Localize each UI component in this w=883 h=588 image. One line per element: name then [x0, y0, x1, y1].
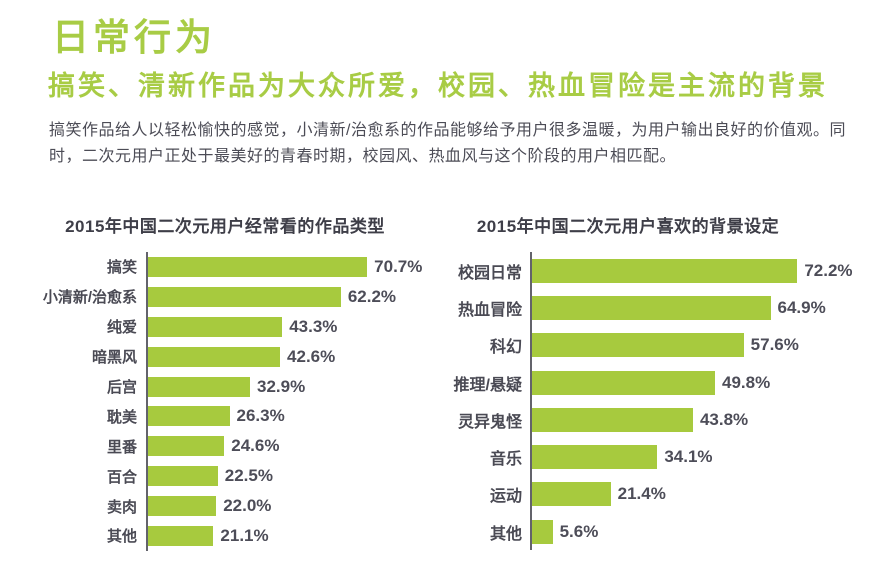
category-label: 暗黑风: [91, 349, 137, 367]
bar: [532, 258, 798, 283]
category-label: 音乐: [489, 451, 522, 469]
value-label: 43.8%: [699, 409, 749, 429]
bar-track: 57.6%: [530, 326, 826, 364]
category-label: 其他: [489, 525, 522, 543]
category-label: 耽美: [106, 408, 137, 426]
bar: [532, 482, 611, 507]
category-label: 灵异鬼怪: [457, 413, 522, 431]
bar: [148, 316, 283, 337]
value-label: 34.1%: [664, 447, 713, 467]
bar: [532, 295, 771, 320]
category-label: 小清新/治愈系: [42, 289, 137, 307]
value-label: 57.6%: [750, 335, 799, 355]
category-label: 校园日常: [457, 264, 522, 282]
value-label: 24.6%: [231, 436, 280, 456]
right-chart-title: 2015年中国二次元用户喜欢的背景设定: [476, 217, 780, 236]
category-label: 卖肉: [106, 498, 137, 516]
bar-track: 22.5%: [146, 461, 396, 492]
bar-track: 34.1%: [530, 438, 826, 476]
bar: [148, 466, 218, 487]
category-label: 推理/悬疑: [453, 376, 522, 394]
bar-track: 32.9%: [146, 371, 396, 402]
category-label: 搞笑: [106, 259, 137, 277]
bar-row: 音乐 34.1%: [448, 438, 826, 476]
category-label: 后宫: [106, 379, 137, 396]
bar-row: 小清新/治愈系 62.2%: [40, 281, 397, 312]
bar: [532, 445, 658, 470]
right-bar-chart: 校园日常 72.2% 热血冒险 64.9% 科幻 57.6% 推理/悬疑 49.8% 灵异鬼怪 4…: [448, 252, 853, 551]
bar-row: 后宫 32.9%: [40, 371, 396, 402]
bar: [148, 496, 217, 517]
value-label: 42.6%: [287, 346, 336, 366]
bar-row: 运动 21.4%: [448, 475, 826, 514]
bar: [148, 256, 368, 277]
bar-row: 校园日常 72.2%: [448, 252, 853, 290]
bar-track: 49.8%: [530, 363, 826, 402]
value-label: 62.2%: [347, 286, 397, 306]
bar-track: 64.9%: [530, 289, 826, 327]
page-title: 日常行为: [52, 17, 216, 58]
value-label: 22.5%: [224, 466, 273, 486]
bar: [532, 407, 693, 432]
bar-row: 耽美 26.3%: [40, 401, 396, 432]
left-chart-title: 2015年中国二次元用户经常看的作品类型: [65, 217, 385, 236]
value-label: 49.8%: [722, 372, 771, 392]
bar: [532, 333, 744, 358]
bar: [148, 525, 214, 546]
category-label: 其他: [106, 528, 137, 546]
bar-track: 43.8%: [530, 401, 826, 439]
page-subtitle: 搞笑、清新作品为大众所爱，校园、热血冒险是主流的背景: [48, 71, 828, 101]
bar-track: 43.3%: [146, 311, 396, 342]
bar-track: 72.2%: [530, 252, 853, 290]
bar-track: 5.6%: [530, 513, 826, 551]
bar: [148, 346, 281, 367]
category-label: 百合: [106, 468, 137, 486]
value-label: 64.9%: [777, 297, 826, 317]
value-label: 70.7%: [374, 256, 423, 276]
value-label: 21.4%: [617, 484, 666, 504]
value-label: 5.6%: [559, 521, 599, 541]
category-label: 科幻: [489, 339, 522, 357]
bar-row: 百合 22.5%: [40, 461, 396, 492]
bar-row: 卖肉 22.0%: [40, 491, 396, 522]
bar-track: 21.4%: [530, 475, 826, 514]
left-bar-chart: 搞笑 70.7% 小清新/治愈系 62.2% 纯爱 43.3% 暗黑风 42.6% 后宫 32.9…: [40, 252, 422, 551]
bar-track: 62.2%: [146, 281, 397, 312]
bar: [148, 286, 341, 307]
bar-track: 70.7%: [146, 252, 422, 282]
bar-track: 26.3%: [146, 401, 396, 432]
value-label: 22.0%: [223, 496, 272, 516]
bar-row: 里番 24.6%: [40, 431, 396, 462]
bar-track: 22.0%: [146, 491, 396, 522]
bar: [532, 370, 715, 395]
category-label: 运动: [489, 488, 522, 506]
value-label: 26.3%: [236, 406, 285, 426]
bar-track: 24.6%: [146, 431, 396, 462]
bar-row: 纯爱 43.3%: [40, 311, 396, 342]
bar-row: 暗黑风 42.6%: [40, 341, 396, 372]
bar: [148, 406, 230, 427]
bar: [148, 436, 225, 457]
value-label: 21.1%: [220, 525, 269, 545]
bar-row: 科幻 57.6%: [448, 326, 826, 364]
bar-row: 灵异鬼怪 43.8%: [448, 401, 826, 439]
category-label: 里番: [106, 438, 137, 456]
bar: [148, 376, 250, 397]
category-label: 纯爱: [106, 319, 137, 337]
bar-row: 推理/悬疑 49.8%: [448, 363, 826, 402]
bar-track: 21.1%: [146, 521, 396, 551]
value-label: 32.9%: [256, 376, 306, 396]
category-label: 热血冒险: [457, 301, 522, 319]
bar-row: 其他 21.1%: [40, 521, 396, 551]
bar-row: 热血冒险 64.9%: [448, 289, 826, 327]
value-label: 43.3%: [289, 316, 338, 336]
bar-track: 42.6%: [146, 341, 396, 372]
bar-row: 搞笑 70.7%: [40, 252, 422, 282]
page-body-paragraph: 搞笑作品给人以轻松愉快的感觉，小清新/治愈系的作品能够给予用户很多温暖，为用户输…: [49, 122, 846, 165]
value-label: 72.2%: [804, 260, 853, 280]
bar: [532, 519, 553, 544]
bar-row: 其他 5.6%: [448, 513, 826, 551]
